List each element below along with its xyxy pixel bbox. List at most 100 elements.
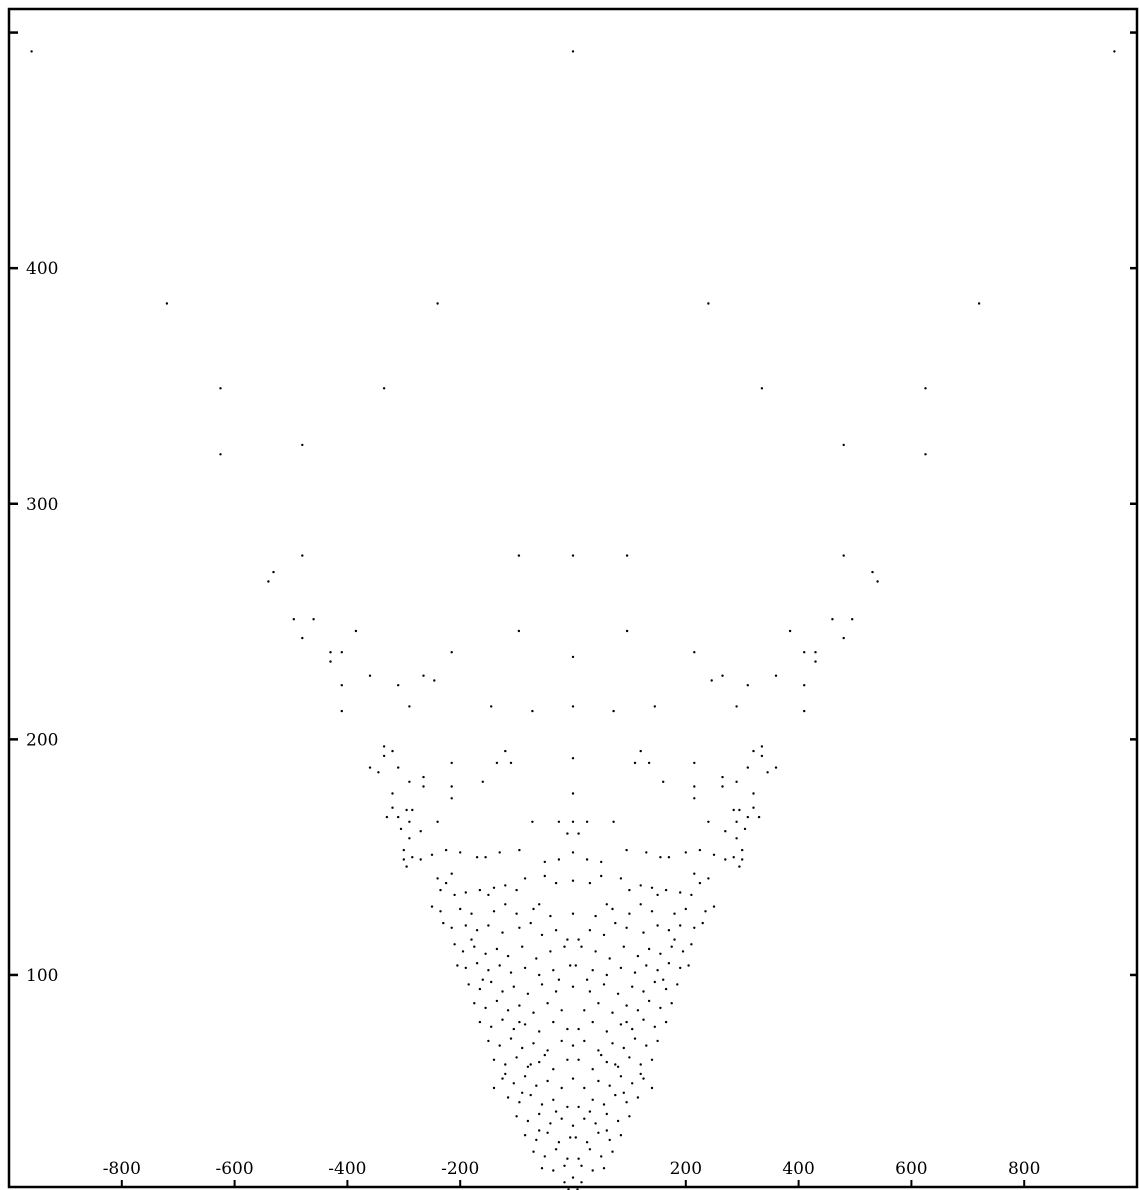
data-point	[450, 785, 453, 788]
data-point	[650, 1086, 654, 1090]
data-point	[490, 705, 493, 708]
data-point	[656, 893, 659, 897]
data-point	[653, 980, 656, 984]
data-point	[585, 1141, 589, 1144]
data-point	[340, 651, 343, 654]
data-point	[535, 1138, 538, 1142]
y-tick-label: 300	[26, 495, 58, 515]
data-point	[492, 910, 496, 913]
data-point	[577, 1157, 580, 1160]
data-point	[518, 1101, 521, 1104]
data-point	[746, 815, 749, 819]
data-point	[538, 1112, 541, 1116]
data-point	[411, 808, 414, 812]
data-point	[535, 1084, 538, 1087]
data-point	[622, 945, 625, 948]
data-point	[464, 924, 467, 927]
data-point	[408, 820, 411, 823]
data-point	[619, 877, 623, 880]
data-point	[577, 832, 580, 835]
data-point	[554, 990, 558, 993]
data-point	[506, 954, 510, 958]
data-point	[574, 964, 577, 967]
data-point	[495, 761, 499, 765]
data-point	[693, 785, 696, 788]
data-point	[628, 888, 631, 892]
data-point	[554, 1148, 558, 1151]
data-point	[871, 570, 874, 574]
data-point	[506, 1096, 510, 1099]
data-point	[571, 792, 575, 795]
data-point	[464, 966, 467, 970]
data-point	[165, 302, 169, 305]
data-point	[645, 964, 648, 967]
data-point	[600, 1053, 603, 1057]
data-point	[563, 945, 566, 948]
data-point	[628, 912, 631, 915]
data-point	[509, 1037, 513, 1040]
data-point	[456, 964, 459, 967]
data-point	[515, 1056, 518, 1059]
data-point	[679, 891, 682, 894]
data-point	[512, 1082, 515, 1085]
data-point	[312, 618, 315, 621]
data-point	[650, 886, 654, 889]
data-point	[566, 1157, 569, 1160]
data-point	[656, 1039, 659, 1043]
data-point	[619, 1134, 623, 1137]
data-point	[518, 926, 521, 929]
data-point	[504, 903, 507, 906]
data-point	[549, 950, 552, 953]
data-point	[594, 914, 597, 918]
data-point	[738, 865, 741, 868]
data-point	[924, 387, 927, 390]
data-point	[405, 865, 408, 868]
x-tick-label: -200	[441, 1159, 479, 1179]
data-point	[625, 1101, 628, 1104]
data-point	[521, 1091, 524, 1095]
data-point	[977, 302, 981, 305]
data-point	[475, 962, 479, 965]
data-point	[560, 1009, 563, 1012]
data-point	[397, 684, 400, 687]
data-point	[597, 1002, 600, 1005]
data-point	[591, 969, 594, 972]
data-point	[523, 877, 527, 880]
data-point	[461, 950, 465, 953]
data-point	[681, 950, 685, 953]
data-point	[766, 771, 769, 774]
data-point	[552, 1020, 555, 1024]
data-point	[478, 1020, 482, 1024]
data-point	[600, 874, 603, 878]
data-point	[698, 881, 702, 885]
data-point	[571, 820, 575, 823]
data-point	[571, 985, 575, 988]
data-point	[741, 848, 744, 852]
data-point	[597, 1049, 600, 1052]
data-point	[569, 964, 572, 967]
data-point	[292, 618, 295, 621]
data-point	[585, 820, 589, 823]
data-point	[752, 806, 755, 809]
data-point	[704, 910, 707, 913]
data-point	[377, 771, 380, 774]
data-point	[540, 983, 544, 986]
data-point	[701, 921, 704, 925]
data-point	[515, 888, 518, 892]
data-point	[616, 1119, 620, 1123]
data-point	[490, 1025, 493, 1029]
data-point	[267, 580, 270, 583]
data-point	[580, 945, 583, 948]
data-point	[554, 1110, 558, 1113]
data-point	[464, 891, 467, 894]
data-point	[549, 914, 552, 918]
data-point	[459, 907, 462, 911]
data-point	[436, 820, 439, 823]
data-point	[535, 957, 538, 960]
data-point	[498, 851, 501, 854]
data-point	[571, 655, 575, 659]
data-point	[707, 302, 710, 305]
data-point	[653, 1025, 656, 1029]
data-point	[631, 985, 634, 988]
data-point	[580, 1181, 583, 1184]
